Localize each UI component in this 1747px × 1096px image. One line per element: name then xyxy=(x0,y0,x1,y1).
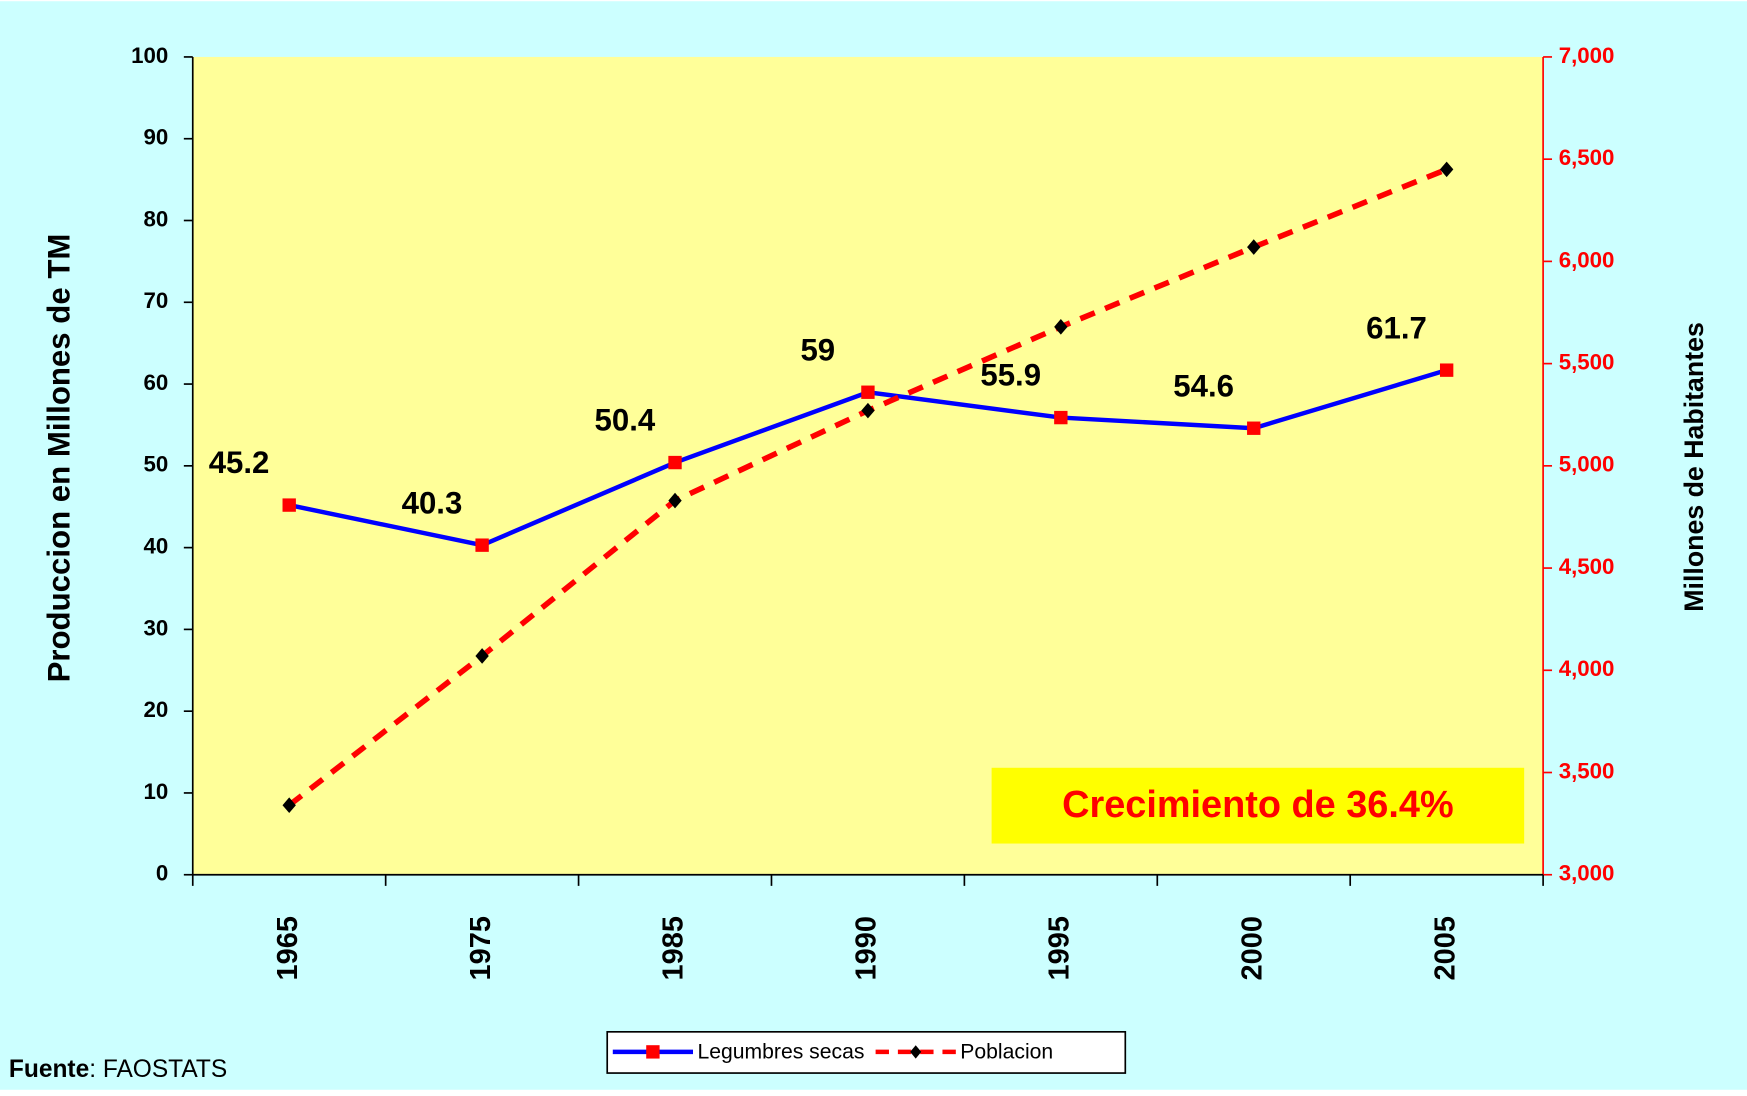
data-label: 59 xyxy=(800,332,835,367)
y-tick-label: 40 xyxy=(143,534,168,559)
marker xyxy=(1247,421,1261,435)
marker xyxy=(861,385,875,399)
x-tick-label: 1985 xyxy=(658,916,690,980)
x-tick-label: 1965 xyxy=(272,916,304,980)
data-label: 40.3 xyxy=(402,485,463,520)
y2-tick-label: 7,000 xyxy=(1559,43,1615,68)
legend-marker xyxy=(910,1045,922,1059)
y2-tick-label: 6,500 xyxy=(1559,145,1615,170)
legend-label: Legumbres secas xyxy=(697,1041,864,1064)
y-tick-label: 10 xyxy=(143,779,168,804)
marker xyxy=(1439,363,1454,377)
y2-tick-label: 4,000 xyxy=(1559,656,1615,681)
y-tick-label: 30 xyxy=(143,615,168,640)
y2-tick-label: 3,500 xyxy=(1559,758,1615,783)
data-label: 50.4 xyxy=(595,403,656,438)
x-tick-label: 1975 xyxy=(465,916,497,980)
legend-label: Poblacion xyxy=(960,1041,1053,1064)
y2-tick-label: 5,000 xyxy=(1559,452,1615,477)
legend xyxy=(606,1030,1127,1074)
y-tick-label: 0 xyxy=(156,861,168,886)
plot-area xyxy=(192,56,1544,875)
y-tick-label: 100 xyxy=(131,43,168,68)
data-label: 55.9 xyxy=(980,358,1041,393)
y2-tick-label: 4,500 xyxy=(1559,554,1615,579)
y-tick-label: 60 xyxy=(143,370,168,395)
source-label: Fuente xyxy=(9,1056,89,1083)
y-tick-label: 20 xyxy=(143,697,168,722)
x-tick-label: 1995 xyxy=(1043,916,1075,980)
marker xyxy=(668,492,682,509)
y-axis-label: Produccion en Millones de TM xyxy=(42,234,77,683)
y2-tick-label: 6,000 xyxy=(1559,247,1615,272)
annotation: Crecimiento de 36.4% xyxy=(1062,784,1454,826)
marker xyxy=(1054,410,1068,425)
y2-tick-label: 5,500 xyxy=(1559,350,1615,375)
legend-marker xyxy=(646,1045,660,1059)
data-label: 54.6 xyxy=(1173,368,1234,403)
marker xyxy=(861,402,875,419)
data-label: 61.7 xyxy=(1366,310,1427,345)
x-tick-label: 2005 xyxy=(1429,916,1461,980)
source-text: : FAOSTATS xyxy=(89,1056,227,1083)
marker xyxy=(668,455,682,470)
y-tick-label: 80 xyxy=(143,206,168,231)
y-tick-label: 90 xyxy=(143,125,168,150)
y-tick-label: 50 xyxy=(143,452,168,477)
x-tick-label: 2000 xyxy=(1236,916,1268,980)
marker xyxy=(475,648,489,664)
y2-axis-label: Millones de Habitantes xyxy=(1679,322,1709,612)
x-tick-label: 1990 xyxy=(851,916,883,980)
y-tick-label: 70 xyxy=(143,288,168,313)
data-label: 45.2 xyxy=(209,445,270,480)
marker xyxy=(1054,319,1068,335)
marker xyxy=(475,538,489,552)
source: Fuente: FAOSTATS xyxy=(9,1056,227,1083)
marker xyxy=(282,498,296,512)
annotation-box xyxy=(991,767,1525,844)
y2-tick-label: 3,000 xyxy=(1559,861,1615,886)
